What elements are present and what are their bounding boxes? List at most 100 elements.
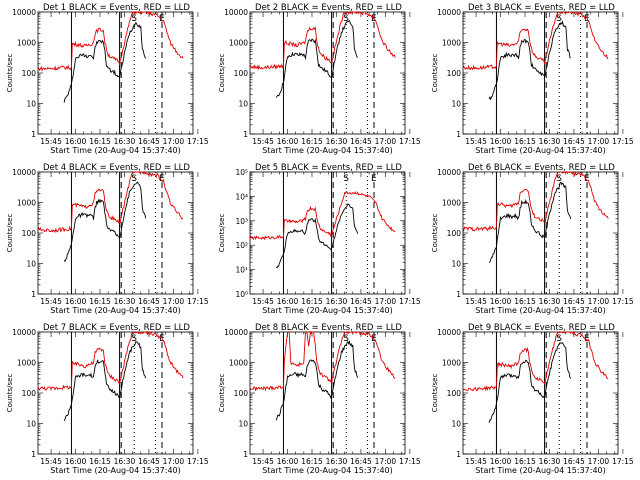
y-tick-label: 1: [456, 130, 461, 139]
x-tick-label: 16:00: [65, 457, 87, 466]
x-tick-label: 15:45: [252, 137, 274, 146]
y-tick-label: 10: [451, 260, 461, 269]
x-axis-label: Start Time (20-Aug-04 15:37:40): [262, 466, 393, 475]
plot-frame: [249, 11, 406, 135]
x-tick-label: 15:45: [40, 457, 62, 466]
y-axis-label: Counts/sec: [6, 374, 14, 413]
x-axis-label: Start Time (20-Aug-04 15:37:40): [50, 146, 181, 155]
y-tick-label: 1000: [442, 39, 461, 48]
x-tick-label: 16:30: [539, 297, 561, 306]
x-tick-label: 16:00: [277, 457, 299, 466]
y-tick-label: 10: [451, 100, 461, 109]
panel-title: Det 4 BLACK = Events, RED = LLD: [43, 163, 190, 173]
x-tick-label: 15:45: [465, 297, 487, 306]
y-tick-label: 10⁴: [235, 192, 248, 201]
x-tick-label: 16:30: [539, 137, 561, 146]
y-tick-label: 10: [26, 100, 36, 109]
marker-letter: S: [556, 174, 562, 184]
x-tick-label: 17:00: [375, 297, 397, 306]
x-axis-label: Start Time (20-Aug-04 15:37:40): [475, 466, 606, 475]
marker-letter: S: [131, 174, 137, 184]
y-tick-label: 1: [31, 290, 36, 299]
x-axis-label: Start Time (20-Aug-04 15:37:40): [475, 146, 606, 155]
marker-letter: E: [584, 174, 590, 184]
marker-letter: S: [131, 14, 137, 24]
series-events-line: [275, 20, 359, 98]
x-tick-label: 16:45: [138, 457, 160, 466]
panel-title: Det 5 BLACK = Events, RED = LLD: [255, 163, 402, 173]
x-tick-label: 15:45: [252, 457, 274, 466]
x-tick-label: 15:45: [465, 457, 487, 466]
y-axis-label: Counts/sec: [431, 374, 439, 413]
y-tick-label: 100: [234, 389, 249, 398]
y-tick-label: 10: [451, 420, 461, 429]
x-tick-label: 17:15: [612, 457, 634, 466]
y-tick-label: 10000: [224, 328, 248, 337]
y-tick-label: 1000: [229, 39, 248, 48]
x-tick-label: 16:15: [514, 137, 536, 146]
x-tick-label: 17:15: [187, 297, 209, 306]
x-tick-label: 15:45: [40, 297, 62, 306]
x-tick-label: 15:45: [465, 137, 487, 146]
x-tick-label: 17:00: [163, 137, 185, 146]
panel-det-9: Det 9 BLACK = Events, RED = LLD Counts/se…: [431, 323, 634, 475]
x-tick-label: 16:15: [89, 297, 111, 306]
series-lld-line: [249, 330, 396, 392]
series-events-line: [63, 181, 147, 263]
y-tick-label: 1: [243, 130, 248, 139]
y-tick-label: 10000: [437, 168, 461, 177]
series-events-line: [488, 341, 572, 423]
panel-det-5: Det 5 BLACK = Events, RED = LLD Counts/se…: [218, 163, 421, 315]
y-axis-label: Counts/sec: [218, 374, 226, 413]
panel-title: Det 3 BLACK = Events, RED = LLD: [468, 3, 615, 13]
y-tick-label: 100: [22, 229, 37, 238]
y-tick-label: 100: [234, 69, 249, 78]
x-tick-label: 16:15: [301, 297, 323, 306]
y-tick-label: 1000: [17, 359, 36, 368]
y-tick-label: 1: [456, 290, 461, 299]
y-axis-label: Counts/sec: [218, 54, 226, 93]
marker-letter: S: [343, 174, 349, 184]
series-events-line: [488, 19, 571, 101]
x-tick-label: 16:15: [301, 457, 323, 466]
x-tick-label: 16:30: [539, 457, 561, 466]
series-lld-line: [249, 190, 396, 241]
marker-letter: E: [159, 174, 165, 184]
panel-title: Det 1 BLACK = Events, RED = LLD: [43, 3, 190, 13]
y-tick-label: 10000: [12, 168, 36, 177]
plot-frame: [462, 171, 619, 295]
y-tick-label: 1000: [229, 359, 248, 368]
panel-det-8: Det 8 BLACK = Events, RED = LLD Counts/se…: [218, 323, 421, 475]
x-axis-label: Start Time (20-Aug-04 15:37:40): [475, 306, 606, 315]
panel-title: Det 9 BLACK = Events, RED = LLD: [468, 323, 615, 333]
y-tick-label: 10000: [437, 8, 461, 17]
series-events-line: [63, 21, 147, 103]
y-tick-label: 10000: [224, 8, 248, 17]
marker-letter: S: [343, 14, 349, 24]
y-tick-label: 100: [447, 389, 462, 398]
y-tick-label: 1000: [442, 199, 461, 208]
plot-frame: [249, 171, 406, 295]
x-tick-label: 16:15: [89, 457, 111, 466]
x-tick-label: 16:30: [326, 297, 348, 306]
x-tick-label: 17:00: [375, 457, 397, 466]
x-tick-label: 16:45: [563, 297, 585, 306]
panel-det-7: Det 7 BLACK = Events, RED = LLD Counts/se…: [6, 323, 209, 475]
x-axis-label: Start Time (20-Aug-04 15:37:40): [50, 466, 181, 475]
y-axis-label: Counts/sec: [431, 54, 439, 93]
y-tick-label: 100: [22, 69, 37, 78]
x-tick-label: 16:30: [114, 137, 136, 146]
marker-letter: E: [371, 174, 377, 184]
x-tick-label: 16:15: [301, 137, 323, 146]
y-tick-label: 10: [26, 260, 36, 269]
x-tick-label: 16:15: [89, 137, 111, 146]
series-lld-line: [37, 10, 184, 72]
panel-title: Det 7 BLACK = Events, RED = LLD: [43, 323, 190, 333]
x-tick-label: 16:45: [138, 137, 160, 146]
y-tick-label: 10000: [12, 8, 36, 17]
y-tick-label: 10⁰: [235, 290, 248, 299]
marker-letter: S: [131, 334, 137, 344]
y-tick-label: 1000: [442, 359, 461, 368]
x-tick-label: 16:00: [490, 457, 512, 466]
